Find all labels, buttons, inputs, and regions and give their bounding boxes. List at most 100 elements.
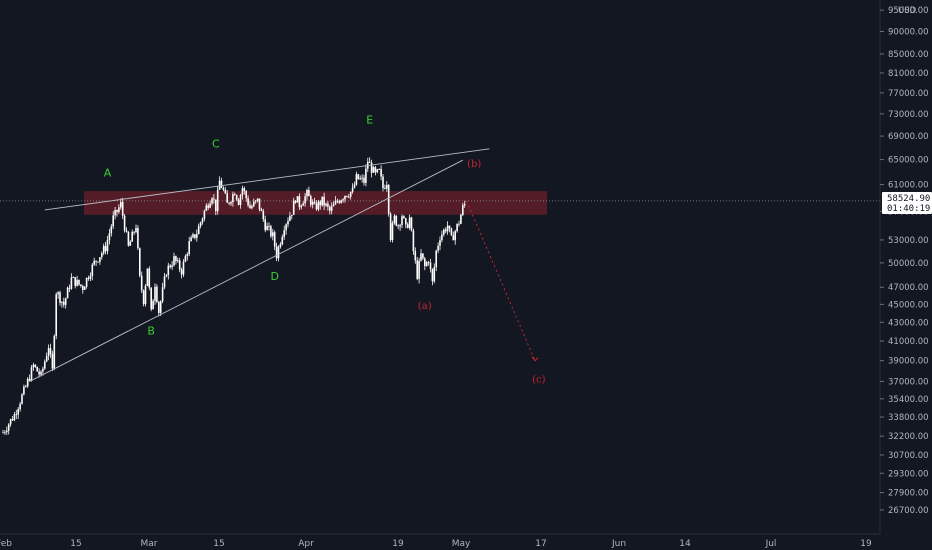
wave-label: B xyxy=(147,324,155,337)
candle-body xyxy=(203,210,206,219)
candle-body xyxy=(167,265,170,275)
candle-body xyxy=(116,210,118,212)
candle-body xyxy=(222,188,225,190)
candle-body xyxy=(351,187,354,192)
candle-body xyxy=(463,203,466,206)
candle-body xyxy=(140,275,143,291)
candle-body xyxy=(63,301,65,305)
candle-body xyxy=(7,424,10,431)
candle-body xyxy=(152,300,154,310)
candle-body xyxy=(397,225,399,227)
candle-body xyxy=(99,257,101,262)
candle-body xyxy=(414,251,417,261)
candle-body xyxy=(270,226,272,237)
candle-body xyxy=(433,267,436,282)
candle-body xyxy=(256,198,259,201)
y-tick-label: 27900.00 xyxy=(888,489,929,499)
candle-body xyxy=(201,218,204,223)
candle-body xyxy=(289,215,291,221)
candle-body xyxy=(230,202,232,204)
candle-body xyxy=(216,189,219,212)
y-tick-label: 69000.00 xyxy=(888,132,929,142)
candle-body xyxy=(220,180,223,189)
wave-label: E xyxy=(366,114,373,127)
candle-body xyxy=(260,209,263,212)
candle-body xyxy=(175,256,177,262)
candle-body xyxy=(319,201,322,206)
candle-body xyxy=(353,184,356,188)
candle-body xyxy=(334,200,337,205)
candle-body xyxy=(186,254,189,257)
candle-body xyxy=(110,226,113,234)
candle-body xyxy=(325,203,327,206)
candle-body xyxy=(340,200,342,203)
candle-body xyxy=(44,361,46,369)
candle-body xyxy=(40,371,42,375)
candle-body xyxy=(272,232,274,237)
candle-body xyxy=(192,234,194,238)
y-tick-label: 26700.00 xyxy=(888,506,929,516)
x-tick-label: 15 xyxy=(213,539,224,549)
candle-body xyxy=(454,231,456,241)
candle-body xyxy=(332,204,335,207)
candle-body xyxy=(439,240,441,246)
candle-body xyxy=(70,277,73,289)
x-tick-label: Apr xyxy=(298,539,314,549)
candle-body xyxy=(406,224,409,228)
lower-wedge-line[interactable] xyxy=(29,159,464,382)
candle-body xyxy=(47,348,50,357)
candle-body xyxy=(386,185,388,189)
candle-body xyxy=(321,196,323,206)
candle-body xyxy=(83,286,86,290)
upper-wedge-line[interactable] xyxy=(44,148,490,211)
x-tick-label: 14 xyxy=(679,539,691,549)
candle-body xyxy=(416,260,418,279)
current-price-label: 58524.90 xyxy=(887,194,930,204)
y-tick-label: 33800.00 xyxy=(888,413,929,423)
y-tick-label: 95000.00 xyxy=(888,6,929,16)
candle-body xyxy=(57,292,59,295)
candle-body xyxy=(429,262,432,269)
candle-body xyxy=(55,294,57,336)
candle-body xyxy=(34,364,37,367)
candle-body xyxy=(156,286,158,302)
candle-body xyxy=(317,201,320,210)
candle-body xyxy=(80,284,82,286)
candle-body xyxy=(213,198,215,200)
candle-body xyxy=(323,196,325,206)
candle-body xyxy=(49,348,52,354)
candle-body xyxy=(85,277,88,287)
candle-body xyxy=(19,403,21,410)
candle-body xyxy=(239,195,242,205)
candle-body xyxy=(59,292,61,303)
candle-body xyxy=(25,386,27,388)
candle-body xyxy=(154,286,156,301)
candle-body xyxy=(355,174,358,185)
candle-body xyxy=(342,199,344,201)
candle-body xyxy=(224,189,227,194)
candle-body xyxy=(287,220,289,225)
y-tick-label: 37000.00 xyxy=(888,377,929,387)
candle-body xyxy=(315,203,318,210)
projection-line[interactable] xyxy=(466,200,536,361)
candle-body xyxy=(108,233,111,241)
y-tick-label: 41000.00 xyxy=(888,337,929,347)
trendlines-layer[interactable] xyxy=(29,148,539,382)
candle-body xyxy=(329,206,331,211)
x-tick-label: Jun xyxy=(611,539,626,549)
candle-body xyxy=(171,265,173,268)
candle-body xyxy=(91,264,94,276)
candle-body xyxy=(264,219,266,231)
x-tick-label: 19 xyxy=(392,539,404,549)
candle-body xyxy=(247,198,249,206)
candle-body xyxy=(169,265,171,268)
candle-body xyxy=(180,269,183,275)
resistance-zone[interactable] xyxy=(84,191,547,215)
candle-body xyxy=(234,194,236,196)
candle-body xyxy=(308,189,310,197)
candle-body xyxy=(458,223,460,225)
y-tick-label: 85000.00 xyxy=(888,50,929,60)
y-tick-label: 45000.00 xyxy=(888,300,929,310)
candle-body xyxy=(380,168,382,177)
